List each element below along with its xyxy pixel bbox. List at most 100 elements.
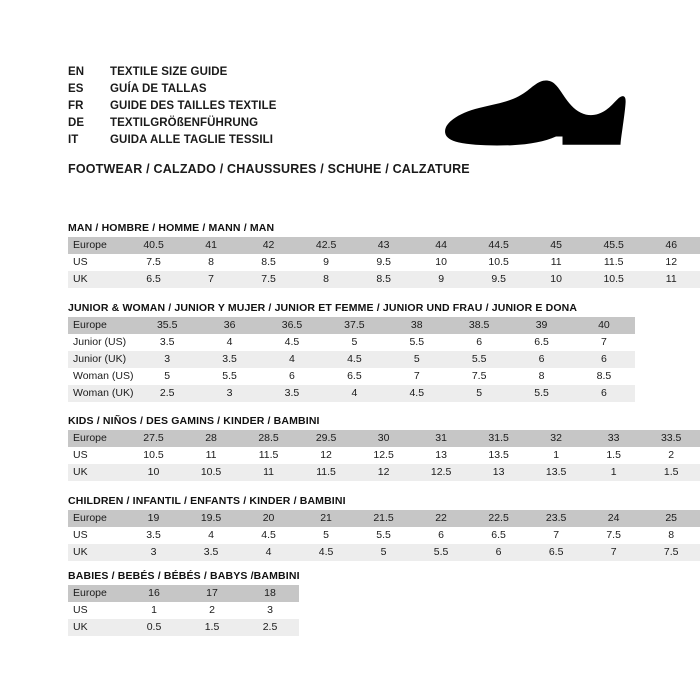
size-cell: 8 xyxy=(297,271,355,288)
section-title: MAN / HOMBRE / HOMME / MANN / MAN xyxy=(68,222,275,234)
language-row: DE TEXTILGRÖßENFÜHRUNG xyxy=(68,115,428,132)
column-header-value: 19 xyxy=(124,510,183,527)
size-cell: 1.5 xyxy=(642,464,700,481)
size-cell: 9.5 xyxy=(469,271,528,288)
size-cell: 7 xyxy=(182,271,240,288)
row-label: US xyxy=(68,527,125,544)
size-cell: 12.5 xyxy=(412,464,470,481)
language-label: GUIDA ALLE TAGLIE TESSILI xyxy=(110,134,274,146)
size-cell: 6 xyxy=(260,368,324,385)
section-title: JUNIOR & WOMAN / JUNIOR Y MUJER / JUNIOR… xyxy=(68,302,578,314)
size-cell: 3.5 xyxy=(198,351,261,368)
column-header-value: 38.5 xyxy=(447,317,511,334)
size-cell: 5.5 xyxy=(354,527,413,544)
column-header-value: 32 xyxy=(527,430,585,447)
row-label: UK xyxy=(68,464,125,481)
size-cell: 4 xyxy=(323,385,386,402)
language-row: EN TEXTILE SIZE GUIDE xyxy=(68,64,428,81)
size-cell: 5 xyxy=(136,368,199,385)
size-section-junior-woman: JUNIOR & WOMAN / JUNIOR Y MUJER / JUNIOR… xyxy=(68,302,636,402)
column-header-value: 39 xyxy=(510,317,573,334)
size-cell: 11.5 xyxy=(584,254,643,271)
size-cell: 4 xyxy=(182,527,240,544)
size-cell: 5 xyxy=(447,385,511,402)
column-header-value: 38 xyxy=(385,317,448,334)
language-code: IT xyxy=(68,134,79,146)
table-row: Woman (US) 5 5.5 6 6.5 7 7.5 8 8.5 xyxy=(68,368,636,385)
size-cell: 12 xyxy=(297,447,355,464)
size-table-children: Europe 19 19.5 20 21 21.5 22 22.5 23.5 24 25 US 3.5 4… xyxy=(68,510,700,561)
language-label: GUÍA DE TALLAS xyxy=(110,83,207,95)
size-cell: 5 xyxy=(323,334,386,351)
size-cell: 4.5 xyxy=(260,334,324,351)
column-header-value: 44.5 xyxy=(469,237,528,254)
column-header-value: 29.5 xyxy=(297,430,355,447)
column-header-label: Europe xyxy=(68,317,136,334)
column-header-label: Europe xyxy=(68,510,125,527)
size-cell: 8.5 xyxy=(354,271,413,288)
row-label: Woman (US) xyxy=(68,368,136,385)
size-cell: 4.5 xyxy=(297,544,355,561)
size-table-junior-woman: Europe 35.5 36 36.5 37.5 38 38.5 39 40 Junior (US… xyxy=(68,317,636,402)
column-header-value: 42 xyxy=(239,237,298,254)
size-cell: 3.5 xyxy=(124,527,183,544)
column-header-value: 18 xyxy=(241,585,299,602)
column-header-value: 40.5 xyxy=(124,237,183,254)
column-header-value: 33.5 xyxy=(642,430,700,447)
language-code: FR xyxy=(68,100,84,112)
size-cell: 12 xyxy=(354,464,413,481)
column-header-value: 36 xyxy=(198,317,261,334)
size-cell: 7.5 xyxy=(239,271,298,288)
size-cell: 2.5 xyxy=(136,385,199,402)
column-header-value: 27.5 xyxy=(124,430,183,447)
size-cell: 5.5 xyxy=(412,544,470,561)
column-header-label: Europe xyxy=(68,237,125,254)
table-row: UK 6.5 7 7.5 8 8.5 9 9.5 10 10.5 11 xyxy=(68,271,700,288)
size-cell: 11 xyxy=(527,254,585,271)
size-cell: 0.5 xyxy=(125,619,183,636)
size-cell: 9.5 xyxy=(354,254,413,271)
section-title: CHILDREN / INFANTIL / ENFANTS / KINDER /… xyxy=(68,495,346,507)
table-row: Junior (UK) 3 3.5 4 4.5 5 5.5 6 6 xyxy=(68,351,636,368)
table-row: UK 0.5 1.5 2.5 xyxy=(68,619,299,636)
size-cell: 1.5 xyxy=(584,447,643,464)
size-cell: 7 xyxy=(572,334,636,351)
size-table-man: Europe 40.5 41 42 42.5 43 44 44.5 45 45.5 46 US 7.5 8… xyxy=(68,237,700,288)
section-title: BABIES / BEBÉS / BÉBÉS / BABYS /BAMBINI xyxy=(68,570,300,582)
size-table-kids: Europe 27.5 28 28.5 29.5 30 31 31.5 32 33 33.5 US 10… xyxy=(68,430,700,481)
size-cell: 10.5 xyxy=(124,447,183,464)
size-cell: 12.5 xyxy=(354,447,413,464)
row-label: Junior (UK) xyxy=(68,351,136,368)
size-cell: 1 xyxy=(527,447,585,464)
size-cell: 7.5 xyxy=(642,544,700,561)
language-row: FR GUIDE DES TAILLES TEXTILE xyxy=(68,98,428,115)
table-row: US 1 2 3 xyxy=(68,602,299,619)
size-cell: 4 xyxy=(239,544,298,561)
column-header-value: 21 xyxy=(297,510,355,527)
language-code: EN xyxy=(68,66,85,78)
column-header-value: 42.5 xyxy=(297,237,355,254)
size-cell: 6 xyxy=(447,334,511,351)
column-header-value: 31.5 xyxy=(469,430,528,447)
size-cell: 6 xyxy=(572,385,636,402)
column-header-value: 25 xyxy=(642,510,700,527)
size-cell: 8 xyxy=(642,527,700,544)
dress-shoe-silhouette-icon xyxy=(444,80,626,146)
size-cell: 5.5 xyxy=(385,334,448,351)
size-cell: 3 xyxy=(241,602,299,619)
size-cell: 7 xyxy=(385,368,448,385)
size-cell: 6 xyxy=(412,527,470,544)
table-header-row: Europe 16 17 18 xyxy=(68,585,299,602)
column-header-value: 21.5 xyxy=(354,510,413,527)
column-header-value: 28 xyxy=(182,430,240,447)
size-cell: 3 xyxy=(124,544,183,561)
table-header-row: Europe 40.5 41 42 42.5 43 44 44.5 45 45.5 46 xyxy=(68,237,700,254)
size-cell: 3 xyxy=(136,351,199,368)
size-cell: 11 xyxy=(239,464,298,481)
size-cell: 10.5 xyxy=(469,254,528,271)
size-cell: 8 xyxy=(510,368,573,385)
size-cell: 13 xyxy=(469,464,528,481)
column-header-label: Europe xyxy=(68,430,125,447)
column-header-value: 35.5 xyxy=(136,317,199,334)
column-header-value: 45.5 xyxy=(584,237,643,254)
